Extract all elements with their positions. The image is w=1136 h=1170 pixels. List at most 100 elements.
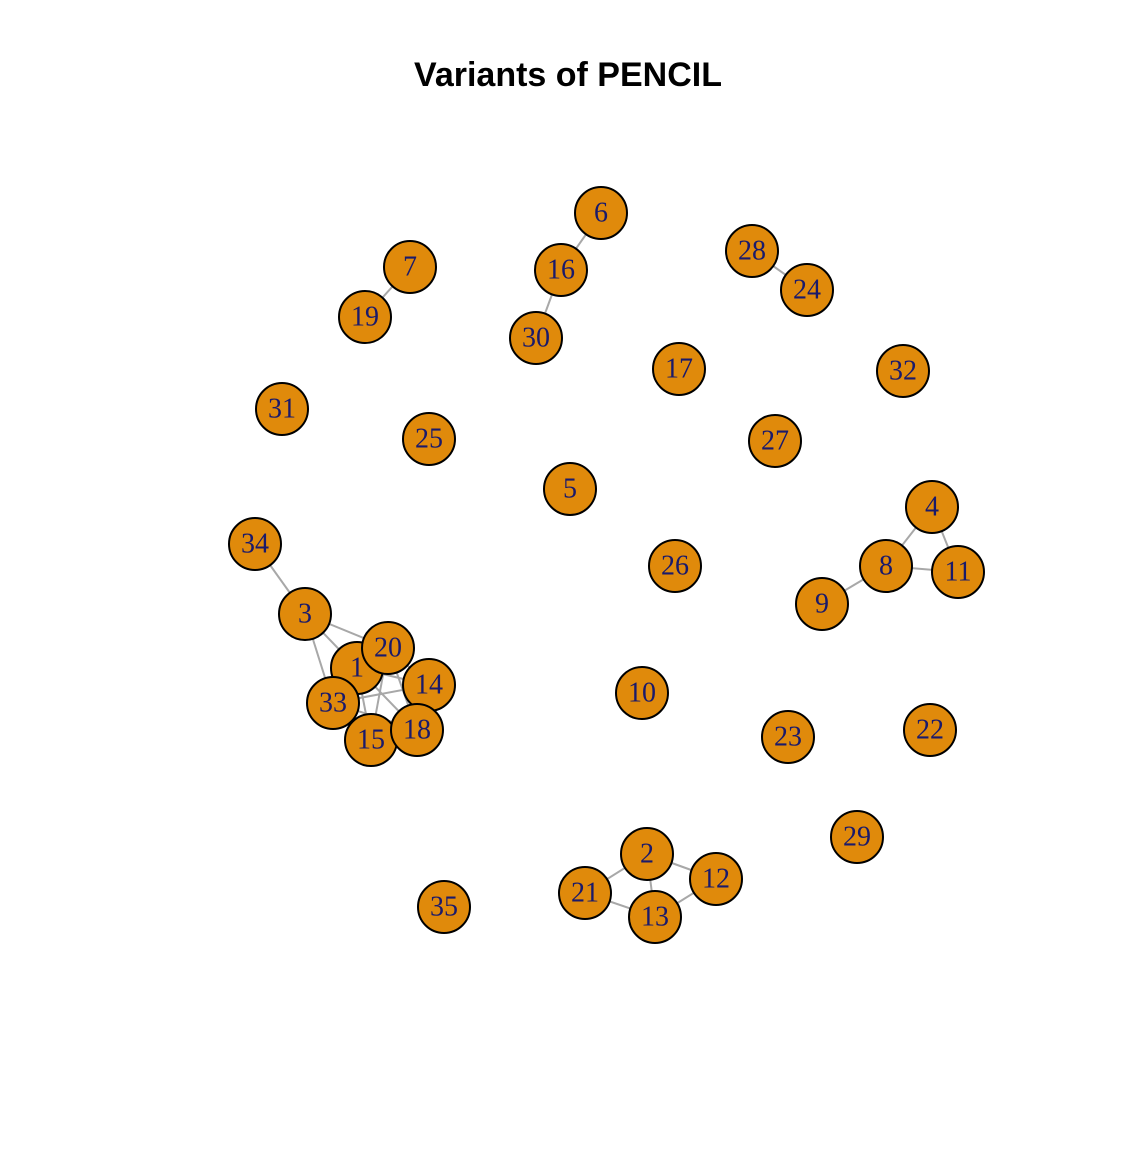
- node-20: 20: [361, 621, 415, 675]
- node-label: 14: [415, 670, 443, 701]
- node-circle: [830, 810, 884, 864]
- node-15: 15: [344, 713, 398, 767]
- node-circle: [509, 311, 563, 365]
- node-25: 25: [402, 412, 456, 466]
- node-label: 1: [350, 653, 364, 684]
- node-circle: [558, 866, 612, 920]
- node-label: 12: [702, 864, 730, 895]
- node-22: 22: [903, 703, 957, 757]
- node-26: 26: [648, 539, 702, 593]
- node-label: 30: [522, 323, 550, 354]
- node-label: 13: [641, 902, 669, 933]
- node-circle: [905, 480, 959, 534]
- node-31: 31: [255, 382, 309, 436]
- node-label: 17: [665, 354, 693, 385]
- node-circle: [903, 703, 957, 757]
- node-27: 27: [748, 414, 802, 468]
- node-label: 11: [945, 557, 972, 588]
- node-35: 35: [417, 880, 471, 934]
- node-circle: [338, 290, 392, 344]
- node-label: 16: [547, 255, 575, 286]
- node-label: 4: [925, 492, 939, 523]
- node-circle: [931, 545, 985, 599]
- node-label: 20: [374, 633, 402, 664]
- node-circle: [543, 462, 597, 516]
- node-circle: [383, 240, 437, 294]
- node-circle: [361, 621, 415, 675]
- node-circle: [620, 827, 674, 881]
- node-circle: [390, 703, 444, 757]
- node-label: 15: [357, 725, 385, 756]
- node-5: 5: [543, 462, 597, 516]
- node-23: 23: [761, 710, 815, 764]
- node-28: 28: [725, 224, 779, 278]
- node-label: 28: [738, 236, 766, 267]
- node-circle: [628, 890, 682, 944]
- node-label: 22: [916, 715, 944, 746]
- node-circle: [780, 263, 834, 317]
- node-12: 12: [689, 852, 743, 906]
- node-label: 7: [403, 252, 417, 283]
- node-label: 32: [889, 356, 917, 387]
- node-9: 9: [795, 577, 849, 631]
- node-circle: [534, 243, 588, 297]
- node-circle: [306, 676, 360, 730]
- node-label: 29: [843, 822, 871, 853]
- node-19: 19: [338, 290, 392, 344]
- node-34: 34: [228, 517, 282, 571]
- node-label: 31: [268, 394, 296, 425]
- node-label: 5: [563, 474, 577, 505]
- node-2: 2: [620, 827, 674, 881]
- node-circle: [574, 186, 628, 240]
- diagram-title: Variants of PENCIL: [414, 56, 722, 94]
- node-circle: [648, 539, 702, 593]
- node-6: 6: [574, 186, 628, 240]
- node-label: 9: [815, 589, 829, 620]
- node-13: 13: [628, 890, 682, 944]
- node-18: 18: [390, 703, 444, 757]
- node-label: 34: [241, 529, 269, 560]
- node-circle: [876, 344, 930, 398]
- node-circle: [795, 577, 849, 631]
- node-10: 10: [615, 666, 669, 720]
- node-circle: [689, 852, 743, 906]
- node-label: 27: [761, 426, 789, 457]
- node-label: 18: [403, 715, 431, 746]
- node-circle: [402, 412, 456, 466]
- node-circle: [255, 382, 309, 436]
- node-30: 30: [509, 311, 563, 365]
- node-label: 6: [594, 198, 608, 229]
- node-circle: [725, 224, 779, 278]
- node-circle: [859, 539, 913, 593]
- node-8: 8: [859, 539, 913, 593]
- node-label: 23: [774, 722, 802, 753]
- node-circle: [652, 342, 706, 396]
- node-label: 19: [351, 302, 379, 333]
- node-label: 8: [879, 551, 893, 582]
- node-29: 29: [830, 810, 884, 864]
- node-21: 21: [558, 866, 612, 920]
- node-label: 26: [661, 551, 689, 582]
- node-24: 24: [780, 263, 834, 317]
- node-label: 35: [430, 892, 458, 923]
- node-circle: [417, 880, 471, 934]
- node-label: 33: [319, 688, 347, 719]
- node-7: 7: [383, 240, 437, 294]
- node-label: 2: [640, 839, 654, 870]
- node-32: 32: [876, 344, 930, 398]
- node-label: 21: [571, 878, 599, 909]
- node-circle: [615, 666, 669, 720]
- node-33: 33: [306, 676, 360, 730]
- node-4: 4: [905, 480, 959, 534]
- node-3: 3: [278, 587, 332, 641]
- node-17: 17: [652, 342, 706, 396]
- node-circle: [761, 710, 815, 764]
- node-14: 14: [402, 658, 456, 712]
- node-label: 10: [628, 678, 656, 709]
- node-11: 11: [931, 545, 985, 599]
- node-circle: [228, 517, 282, 571]
- node-circle: [278, 587, 332, 641]
- node-label: 3: [298, 599, 312, 630]
